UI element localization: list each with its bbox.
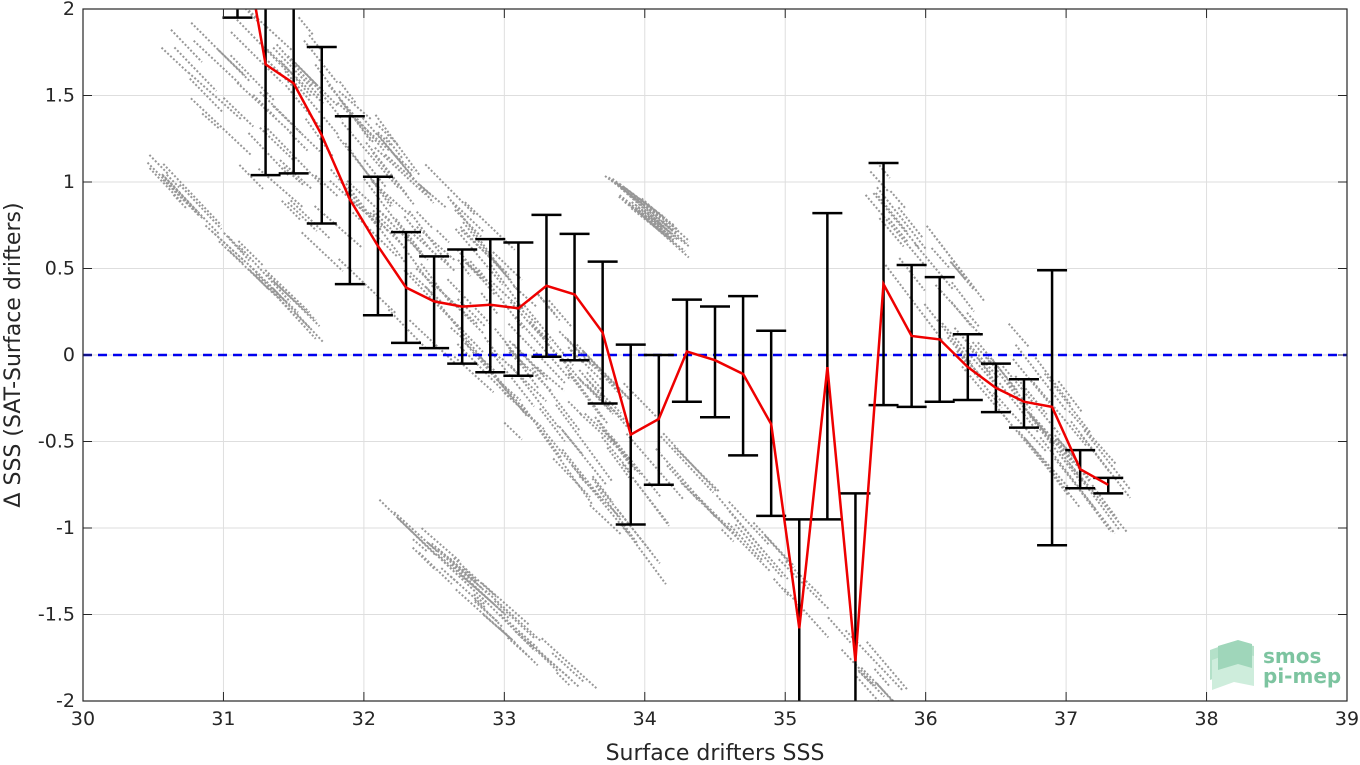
x-tick-label: 33: [492, 708, 516, 730]
y-tick-label: -1: [56, 517, 75, 539]
x-tick-label: 38: [1194, 708, 1218, 730]
x-tick-label: 37: [1054, 708, 1078, 730]
mean-line: [254, 9, 1109, 662]
mean-polyline: [254, 9, 1109, 662]
x-tick-label: 39: [1335, 708, 1359, 730]
y-tick-label: -1.5: [38, 604, 75, 626]
x-tick-label: 36: [914, 708, 938, 730]
x-tick-label: 34: [633, 708, 657, 730]
x-tick-label: 30: [71, 708, 95, 730]
smos-pimep-logo: smos pi-mep: [1210, 640, 1341, 690]
x-tick-labels: 30 31 32 33 34 35 36 37 38 39: [71, 708, 1359, 730]
y-tick-labels: -2 -1.5 -1 -0.5 0 0.5 1 1.5 2: [38, 0, 75, 712]
x-tick-label: 32: [352, 708, 376, 730]
logo-wave-icon: [1210, 640, 1254, 690]
scatter-points: [146, 9, 1131, 701]
logo-line1: smos: [1263, 644, 1321, 668]
y-tick-label: 1: [63, 171, 75, 193]
y-axis-label: Δ SSS (SAT-Surface drifters): [1, 202, 26, 507]
x-tick-label: 35: [773, 708, 797, 730]
y-tick-label: 0: [63, 344, 75, 366]
y-tick-label: 2: [63, 0, 75, 20]
y-tick-label: -2: [56, 690, 75, 712]
axis-ticks: [82, 8, 1348, 702]
y-tick-label: -0.5: [38, 431, 75, 453]
x-tick-label: 31: [211, 708, 235, 730]
y-tick-label: 1.5: [45, 85, 75, 107]
scatter-streaks: [146, 9, 1131, 701]
logo-line2: pi-mep: [1263, 664, 1341, 688]
x-axis-label: Surface drifters SSS: [606, 741, 825, 765]
y-tick-label: 0.5: [45, 258, 75, 280]
